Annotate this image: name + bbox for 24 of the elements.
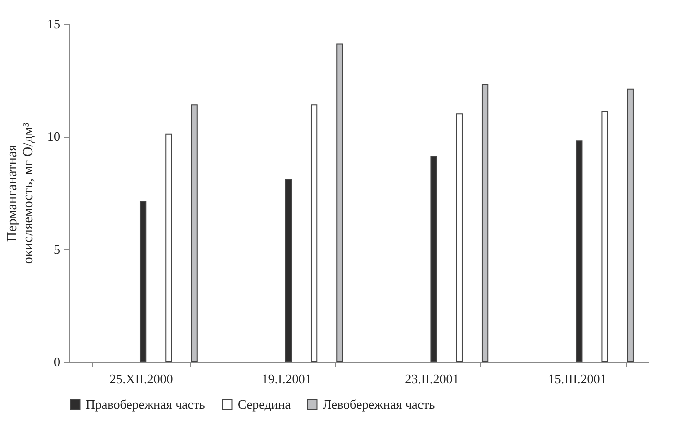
bar (482, 84, 489, 362)
legend-label: Левобережная часть (323, 396, 436, 412)
bar (166, 134, 172, 362)
legend-label: Середина (238, 396, 292, 412)
bar (576, 140, 583, 362)
x-tick-label: 19.I.2001 (262, 372, 312, 386)
y-tick-label: 10 (48, 129, 60, 144)
x-tick-label: 15.III.2001 (548, 372, 607, 386)
y-tick-label: 15 (48, 16, 60, 32)
bar (191, 104, 198, 362)
y-tick-label: 5 (54, 242, 60, 257)
y-tick-label: 0 (54, 354, 60, 370)
y-axis-title: Перманганатная окисляемость, мг О/дм³ (6, 122, 36, 264)
bar (430, 156, 438, 362)
bar (336, 44, 344, 362)
bar (602, 111, 608, 362)
bar (285, 178, 292, 362)
bar (140, 202, 147, 362)
bar (627, 88, 634, 362)
legend-label: Правобережная часть (86, 396, 206, 412)
x-tick-label: 23.II.2001 (405, 372, 460, 386)
bar (310, 104, 318, 362)
bar (456, 114, 463, 362)
x-tick-label: 25.XII.2000 (110, 372, 174, 386)
